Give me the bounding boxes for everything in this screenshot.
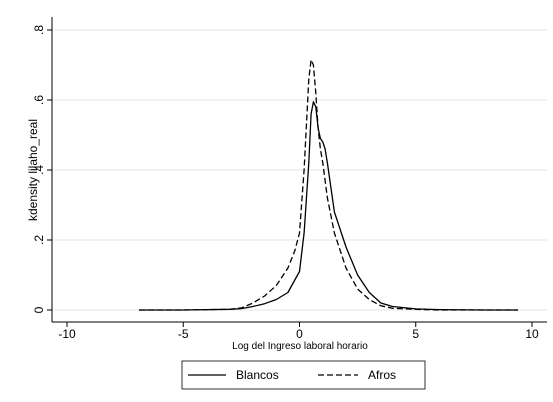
- x-tick-label: -5: [178, 327, 189, 341]
- x-axis-label: Log del Ingreso laboral horario: [232, 341, 368, 352]
- series-lines: [139, 59, 518, 311]
- y-tick-label: .2: [32, 235, 46, 245]
- series-line-afros: [139, 59, 518, 311]
- y-tick-label: 0: [32, 306, 46, 313]
- y-tick-label: .8: [32, 25, 46, 35]
- x-tick-label: -10: [58, 327, 76, 341]
- y-tick-label: .4: [32, 165, 46, 175]
- x-tick-label: 5: [412, 327, 419, 341]
- y-tick-label: .6: [32, 95, 46, 105]
- legend-label-blancos: Blancos: [236, 368, 279, 382]
- y-axis-label: kdensity lilaho_real: [26, 119, 40, 221]
- axes: 0 .2 .4 .6 .8 -10 -5 0 5 10: [32, 17, 547, 341]
- legend: Blancos Afros: [181, 360, 426, 390]
- legend-label-afros: Afros: [368, 368, 396, 382]
- x-tick-label: 10: [525, 327, 539, 341]
- x-tick-label: 0: [296, 327, 303, 341]
